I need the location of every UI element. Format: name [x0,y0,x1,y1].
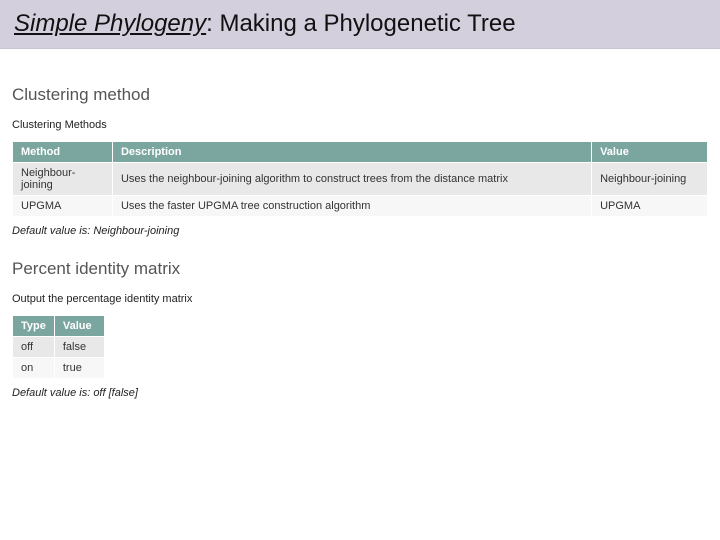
cell-method: Neighbour-joining [13,163,113,196]
cell-value: false [54,337,104,358]
title-lead: Simple Phylogeny [14,10,206,37]
table-row: off false [13,337,105,358]
col-type: Type [13,316,55,337]
clustering-sublabel: Clustering Methods [12,119,708,131]
cell-method: UPGMA [13,196,113,217]
clustering-table: Method Description Value Neighbour-joini… [12,141,708,217]
pim-sublabel: Output the percentage identity matrix [12,293,708,305]
table-row: Neighbour-joining Uses the neighbour-joi… [13,163,708,196]
cell-description: Uses the faster UPGMA tree construction … [112,196,591,217]
cell-description: Uses the neighbour-joining algorithm to … [112,163,591,196]
slide-title-bar: Simple Phylogeny: Making a Phylogenetic … [0,0,720,49]
col-method: Method [13,142,113,163]
table-row: UPGMA Uses the faster UPGMA tree constru… [13,196,708,217]
col-value: Value [592,142,708,163]
title-rest: : Making a Phylogenetic Tree [206,10,516,37]
cell-value: Neighbour-joining [592,163,708,196]
pim-heading: Percent identity matrix [12,259,708,279]
table-row: on true [13,358,105,379]
content-area: Clustering method Clustering Methods Met… [0,49,720,399]
col-description: Description [112,142,591,163]
table-header-row: Method Description Value [13,142,708,163]
clustering-heading: Clustering method [12,85,708,105]
table-header-row: Type Value [13,316,105,337]
cell-value: true [54,358,104,379]
col-value: Value [54,316,104,337]
cell-value: UPGMA [592,196,708,217]
clustering-default-note: Default value is: Neighbour-joining [12,225,708,237]
cell-type: on [13,358,55,379]
pim-default-note: Default value is: off [false] [12,387,708,399]
cell-type: off [13,337,55,358]
pim-table: Type Value off false on true [12,315,105,379]
